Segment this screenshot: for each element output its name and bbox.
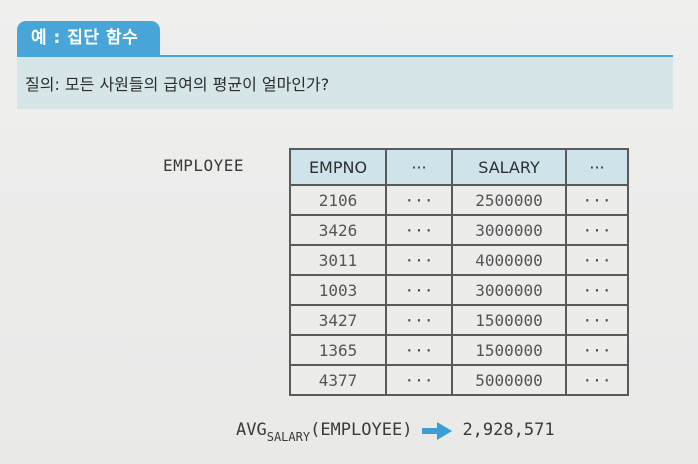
salary-cell: 3000000 (451, 214, 567, 246)
empno-cell: 1365 (289, 334, 387, 366)
ellipsis-cell: ··· (385, 334, 453, 366)
column-header-empno: EMPNO (289, 148, 387, 186)
column-header-ellipsis: ··· (565, 148, 629, 186)
query-text: 질의: 모든 사원들의 급여의 평균이 얼마인가? (25, 75, 330, 94)
ellipsis-cell: ··· (565, 214, 629, 246)
table-row: 4377 ··· 5000000 ··· (289, 364, 629, 396)
ellipsis-cell: ··· (385, 304, 453, 336)
salary-cell: 1500000 (451, 334, 567, 366)
column-header-ellipsis: ··· (385, 148, 453, 186)
table-row: 1365 ··· 1500000 ··· (289, 334, 629, 366)
empno-cell: 1003 (289, 274, 387, 306)
empno-cell: 4377 (289, 364, 387, 396)
empno-cell: 3426 (289, 214, 387, 246)
salary-cell: 2500000 (451, 184, 567, 216)
table-row: 3427 ··· 1500000 ··· (289, 304, 629, 336)
ellipsis-cell: ··· (385, 244, 453, 276)
empno-cell: 3427 (289, 304, 387, 336)
function-name: AVG (236, 420, 267, 440)
table-row: 3426 ··· 3000000 ··· (289, 214, 629, 246)
query-box: 질의: 모든 사원들의 급여의 평균이 얼마인가? (17, 55, 673, 109)
salary-cell: 3000000 (451, 274, 567, 306)
salary-cell: 1500000 (451, 304, 567, 336)
function-argument: (EMPLOYEE) (310, 420, 413, 440)
ellipsis-cell: ··· (565, 304, 629, 336)
salary-cell: 5000000 (451, 364, 567, 396)
ellipsis-cell: ··· (565, 274, 629, 306)
table-row: 3011 ··· 4000000 ··· (289, 244, 629, 276)
table-row: 1003 ··· 3000000 ··· (289, 274, 629, 306)
ellipsis-cell: ··· (565, 364, 629, 396)
ellipsis-cell: ··· (565, 334, 629, 366)
result-value: 2,928,571 (462, 420, 555, 440)
right-arrow-icon (422, 422, 453, 440)
table-row: 2106 ··· 2500000 ··· (289, 184, 629, 216)
table-header-row: EMPNO ··· SALARY ··· (289, 148, 629, 186)
salary-cell: 4000000 (451, 244, 567, 276)
function-subscript: SALARY (266, 430, 311, 444)
example-badge: 예 : 집단 함수 (17, 21, 161, 55)
employee-table: EMPNO ··· SALARY ··· 2106 ··· 2500000 ··… (289, 148, 629, 396)
ellipsis-cell: ··· (565, 184, 629, 216)
ellipsis-cell: ··· (385, 364, 453, 396)
column-header-salary: SALARY (451, 148, 567, 186)
table-name-label: EMPLOYEE (163, 156, 245, 175)
aggregate-result: AVG SALARY (EMPLOYEE) 2,928,571 (236, 420, 555, 450)
empno-cell: 3011 (289, 244, 387, 276)
ellipsis-cell: ··· (385, 274, 453, 306)
ellipsis-cell: ··· (385, 214, 453, 246)
ellipsis-cell: ··· (565, 244, 629, 276)
ellipsis-cell: ··· (385, 184, 453, 216)
empno-cell: 2106 (289, 184, 387, 216)
